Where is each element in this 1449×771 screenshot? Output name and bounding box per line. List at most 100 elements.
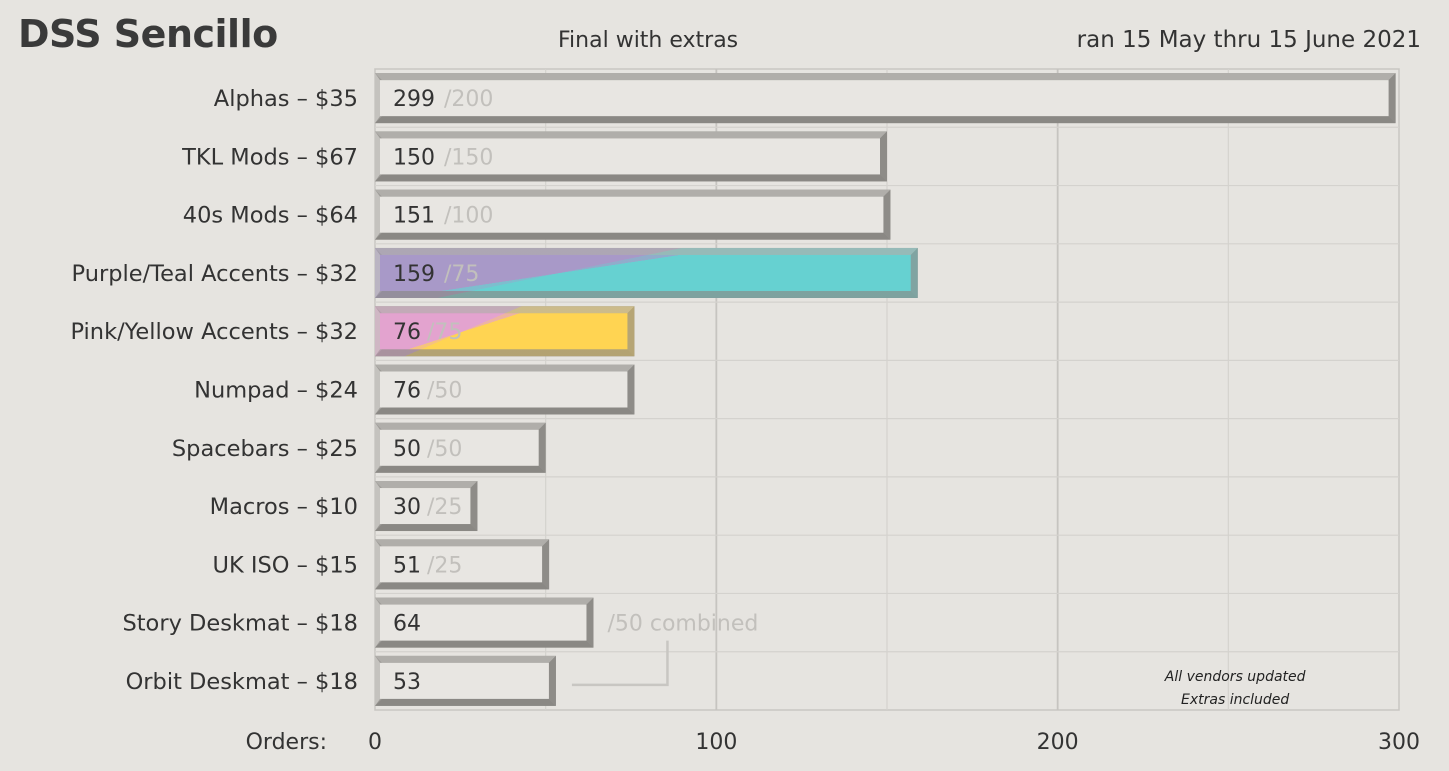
bars — [375, 73, 1396, 706]
bar-bevel-bottom — [375, 640, 594, 648]
goal-label: /25 — [427, 553, 462, 578]
goal-label: /100 — [444, 204, 493, 229]
category-label: Purple/Teal Accents – $32 — [72, 261, 358, 287]
annotation-note: Extras included — [1181, 692, 1289, 708]
bar-4 — [375, 306, 635, 357]
bar-bevel-left — [375, 189, 380, 240]
bar-bevel-bottom — [375, 698, 556, 706]
value-label: 159 — [393, 262, 435, 287]
bar-bevel-left — [375, 539, 380, 590]
goal-label: /75 — [427, 320, 462, 345]
bar-bevel-top — [375, 481, 478, 489]
bar-7 — [375, 481, 478, 532]
bar-bevel-top — [375, 131, 887, 139]
bar-face — [380, 604, 587, 641]
bar-bevel-right — [1388, 73, 1396, 124]
value-label: 299 — [393, 87, 435, 112]
bar-bevel-top — [375, 655, 556, 663]
labels: 299/200 Alphas – $35 150/150 TKL Mods – $67… — [70, 86, 1305, 708]
category-label: 40s Mods – $64 — [183, 203, 358, 229]
value-label: 50 — [393, 437, 421, 462]
bar-bevel-left — [375, 131, 380, 182]
goal-label: /200 — [444, 87, 493, 112]
bar-face — [380, 371, 628, 408]
combined-note: /50 combined — [607, 612, 758, 637]
bar-bevel-right — [883, 189, 891, 240]
bar-face — [380, 546, 543, 583]
value-label: 64 — [393, 612, 421, 637]
bar-tint — [375, 306, 635, 357]
category-label: UK ISO – $15 — [212, 552, 358, 578]
bar-bevel-right — [880, 131, 887, 182]
bar-bevel-bottom — [375, 116, 1396, 124]
value-label: 76 — [393, 379, 421, 404]
x-tick-label: 300 — [1378, 730, 1420, 755]
bar-bevel-left — [375, 655, 380, 706]
annotation-note: All vendors updated — [1164, 669, 1306, 685]
bar-1 — [375, 131, 887, 182]
bar-bevel-right — [586, 597, 594, 648]
bar-10 — [375, 655, 556, 706]
goal-label: /150 — [444, 145, 493, 170]
bar-bevel-right — [548, 655, 556, 706]
bar-bevel-top — [375, 364, 635, 372]
x-axis-title: Orders: — [246, 730, 327, 755]
x-tick-label: 0 — [368, 730, 382, 755]
bar-bevel-right — [542, 539, 550, 590]
bar-bevel-top — [375, 422, 546, 430]
bar-bevel-bottom — [375, 582, 550, 590]
bar-9 — [375, 597, 594, 648]
bar-bevel-right — [470, 481, 478, 532]
bar-bevel-top — [375, 597, 594, 605]
x-tick-label: 200 — [1037, 730, 1079, 755]
value-label: 151 — [393, 204, 435, 229]
bar-bevel-top — [375, 189, 891, 197]
bar-bevel-bottom — [375, 465, 546, 473]
value-label: 53 — [393, 670, 421, 695]
chart-title: DSS Sencillo — [18, 12, 278, 56]
bar-tint — [375, 247, 918, 298]
bar-face — [380, 488, 471, 525]
bar-bevel-bottom — [375, 407, 635, 415]
bar-bevel-bottom — [375, 174, 887, 182]
bar-3 — [375, 247, 918, 298]
bar-bevel-left — [375, 364, 380, 415]
goal-label: /50 — [427, 437, 462, 462]
bar-bevel-top — [375, 539, 550, 547]
bar-bevel-top — [375, 73, 1396, 81]
bar-face — [380, 662, 549, 699]
x-axis: 0 100 200 300 Orders: — [246, 730, 1420, 755]
category-label: Spacebars – $25 — [172, 436, 358, 462]
bar-face — [380, 138, 880, 175]
goal-label: /25 — [427, 495, 462, 520]
value-label: 30 — [393, 495, 421, 520]
bar-6 — [375, 422, 546, 473]
bar-8 — [375, 539, 550, 590]
category-label: Alphas – $35 — [214, 86, 358, 112]
bar-0 — [375, 73, 1396, 124]
category-label: Story Deskmat – $18 — [122, 611, 358, 637]
bar-bevel-right — [538, 422, 546, 473]
date-range: ran 15 May thru 15 June 2021 — [1076, 27, 1421, 53]
value-label: 51 — [393, 553, 421, 578]
combined-bracket — [571, 640, 669, 687]
bar-bevel-bottom — [375, 232, 891, 240]
bar-face — [380, 80, 1389, 117]
bar-bevel-bottom — [375, 524, 478, 532]
bar-bevel-left — [375, 481, 380, 532]
goal-label: /75 — [444, 262, 479, 287]
x-tick-label: 100 — [695, 730, 737, 755]
bar-5 — [375, 364, 635, 415]
bar-face — [380, 196, 884, 233]
bar-bevel-right — [627, 364, 635, 415]
value-label: 150 — [393, 145, 435, 170]
goal-label: /50 — [427, 379, 462, 404]
bar-2 — [375, 189, 891, 240]
value-label: 76 — [393, 320, 421, 345]
category-label: Numpad – $24 — [194, 378, 358, 404]
bar-face — [380, 429, 539, 466]
chart-subtitle: Final with extras — [558, 28, 739, 53]
category-label: Orbit Deskmat – $18 — [126, 669, 358, 695]
bar-bevel-left — [375, 73, 380, 124]
